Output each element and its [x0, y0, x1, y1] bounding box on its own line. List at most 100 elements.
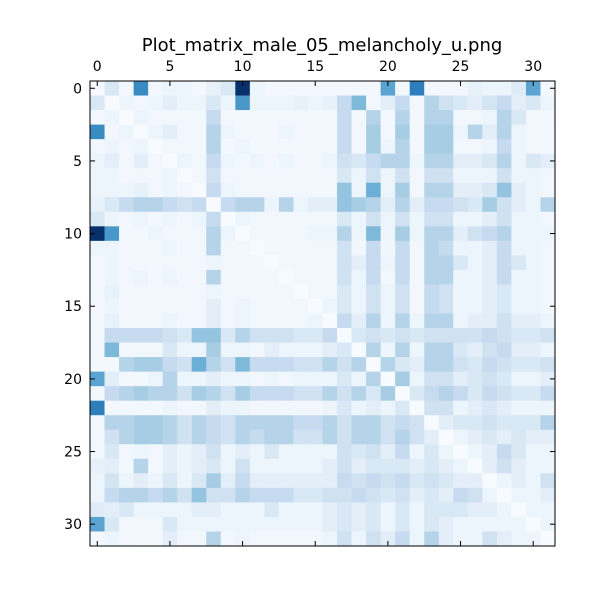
- heatmap-cell: [206, 415, 222, 431]
- heatmap-cell: [395, 487, 411, 503]
- heatmap-cell: [351, 240, 367, 256]
- heatmap-cell: [206, 182, 222, 198]
- heatmap-cell: [206, 226, 222, 242]
- heatmap-cell: [293, 342, 309, 358]
- heatmap-cell: [409, 284, 425, 300]
- heatmap-cell: [511, 110, 527, 125]
- heatmap-cell: [482, 197, 498, 213]
- heatmap-cell: [249, 269, 265, 285]
- heatmap-cell: [264, 255, 280, 271]
- heatmap-cell: [395, 357, 411, 373]
- heatmap-cell: [395, 269, 411, 285]
- heatmap-cell: [496, 269, 512, 285]
- heatmap-cell: [148, 240, 164, 256]
- heatmap-cell: [249, 342, 265, 358]
- heatmap-cell: [366, 473, 382, 489]
- heatmap-cell: [322, 487, 338, 503]
- heatmap-cell: [220, 284, 236, 300]
- heatmap-cell: [351, 415, 367, 431]
- heatmap-cell: [453, 110, 469, 125]
- heatmap-cell: [482, 516, 498, 532]
- heatmap-cell: [337, 255, 352, 271]
- heatmap-cell: [395, 415, 411, 431]
- heatmap-cell: [496, 153, 512, 169]
- heatmap-cell: [467, 400, 483, 416]
- heatmap-cell: [235, 182, 251, 198]
- heatmap-cell: [307, 487, 323, 503]
- heatmap-cell: [351, 211, 367, 227]
- chart-title: Plot_matrix_male_05_melancholy_u.png: [142, 35, 503, 56]
- heatmap-cell: [438, 211, 454, 227]
- heatmap-cell: [496, 95, 512, 111]
- heatmap-cell: [191, 211, 207, 227]
- heatmap-cell: [133, 95, 149, 111]
- heatmap-cell: [148, 473, 164, 489]
- heatmap-cell: [322, 110, 338, 125]
- heatmap-cell: [278, 124, 294, 140]
- heatmap-cell: [278, 487, 294, 503]
- heatmap-cell: [424, 342, 440, 358]
- heatmap-cell: [90, 415, 105, 431]
- heatmap-cell: [496, 516, 512, 532]
- heatmap-cell: [191, 197, 207, 213]
- heatmap-cell: [322, 197, 338, 213]
- heatmap-cell: [511, 269, 527, 285]
- heatmap-cell: [467, 444, 483, 460]
- heatmap-cell: [525, 124, 541, 140]
- y-tick-label: 10: [64, 227, 82, 243]
- heatmap-cell: [525, 444, 541, 460]
- heatmap-cell: [322, 139, 338, 155]
- heatmap-cell: [220, 516, 236, 532]
- heatmap-cell: [395, 284, 411, 300]
- heatmap-cell: [322, 255, 338, 271]
- heatmap-cell: [104, 313, 120, 329]
- heatmap-cell: [438, 371, 454, 387]
- heatmap-cell: [453, 298, 469, 314]
- heatmap-cell: [133, 429, 149, 445]
- heatmap-cell: [148, 95, 164, 111]
- heatmap-cell: [307, 284, 323, 300]
- heatmap-cell: [235, 95, 251, 111]
- heatmap-cell: [453, 357, 469, 373]
- heatmap-cell: [278, 429, 294, 445]
- heatmap-cell: [438, 255, 454, 271]
- heatmap-cell: [496, 240, 512, 256]
- heatmap-cell: [90, 328, 105, 343]
- heatmap-cell: [264, 139, 280, 155]
- heatmap-cell: [453, 197, 469, 213]
- heatmap-cell: [177, 298, 193, 314]
- heatmap-cell: [119, 139, 134, 155]
- heatmap-cell: [409, 226, 425, 242]
- heatmap-cell: [104, 153, 120, 169]
- heatmap-cell: [496, 255, 512, 271]
- heatmap-cell: [409, 110, 425, 125]
- heatmap-cell: [511, 124, 527, 140]
- heatmap-cell: [293, 124, 309, 140]
- heatmap-cell: [337, 269, 352, 285]
- heatmap-cell: [438, 429, 454, 445]
- heatmap-cell: [278, 400, 294, 416]
- heatmap-cell: [511, 298, 527, 314]
- heatmap-cell: [206, 516, 222, 532]
- heatmap-cell: [322, 502, 338, 518]
- heatmap-cell: [424, 182, 440, 198]
- heatmap-cell: [322, 95, 338, 111]
- heatmap-cell: [293, 400, 309, 416]
- heatmap-cell: [191, 81, 207, 96]
- heatmap-cell: [496, 81, 512, 96]
- heatmap-cell: [104, 429, 120, 445]
- heatmap-cell: [191, 502, 207, 518]
- heatmap-cell: [525, 226, 541, 242]
- heatmap-cell: [424, 240, 440, 256]
- heatmap-cell: [220, 269, 236, 285]
- heatmap-cell: [177, 153, 193, 169]
- heatmap-cell: [148, 458, 164, 474]
- heatmap-cell: [467, 357, 483, 373]
- heatmap-cell: [133, 400, 149, 416]
- heatmap-cell: [380, 240, 396, 256]
- heatmap-cell: [540, 269, 556, 285]
- heatmap-cell: [307, 328, 323, 343]
- heatmap-cell: [453, 95, 469, 111]
- heatmap-cell: [148, 153, 164, 169]
- heatmap-cell: [249, 502, 265, 518]
